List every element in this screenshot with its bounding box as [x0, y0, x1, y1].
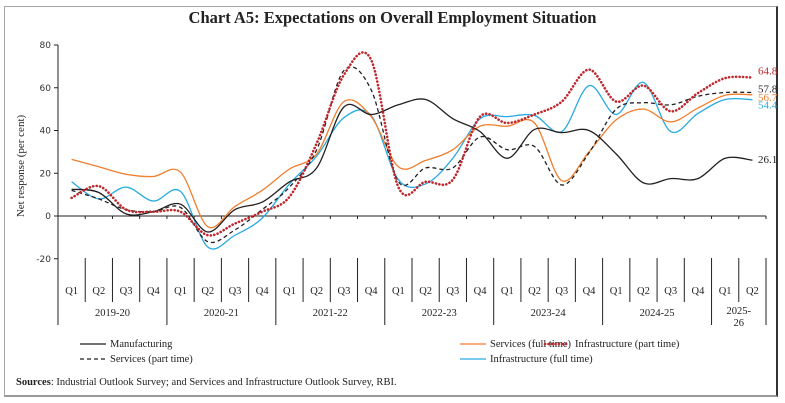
y-tick-label: 80: [40, 41, 52, 51]
year-label: 2020-21: [204, 308, 239, 319]
end-value-label: 56.7: [758, 92, 778, 104]
legend-item: Services (full time): [460, 339, 572, 350]
year-label: 2024-25: [640, 308, 675, 319]
quarter-label: Q1: [174, 286, 187, 297]
quarter-label: Q4: [256, 286, 270, 297]
x-categories: Q1 Q2 Q3 Q4 Q1 Q2 Q3 Q4 Q1 Q2 Q3 Q4 Q1 Q2 Q3 Q4 Q1 Q2 Q3 Q4…: [65, 258, 767, 329]
legend-item: Infrastructure (part time): [543, 339, 680, 350]
year-label: 2025-: [727, 306, 752, 317]
legend-item: Services (part time): [80, 354, 193, 365]
quarter-label: Q3: [555, 286, 568, 297]
series-line-infrastructure-full-time: [71, 81, 753, 250]
quarter-label: Q3: [229, 286, 242, 297]
quarter-label: Q1: [610, 286, 623, 297]
quarter-label: Q4: [583, 286, 597, 297]
end-value-label: 64.8: [758, 65, 778, 77]
y-tick-label: 40: [40, 127, 52, 137]
quarter-label: Q1: [392, 286, 405, 297]
quarter-label: Q2: [92, 286, 105, 297]
quarter-label: Q4: [692, 286, 706, 297]
year-label: 2021-22: [313, 308, 348, 319]
series-line-manufacturing: [71, 98, 753, 233]
y-tick-label: 20: [40, 169, 52, 179]
end-value-label: 54.4: [758, 100, 778, 112]
series-line-services-part-time: [71, 66, 753, 244]
quarter-label: Q2: [201, 286, 214, 297]
quarter-label: Q4: [365, 286, 379, 297]
chart-title: Chart A5: Expectations on Overall Employ…: [188, 8, 597, 27]
legend-label: Infrastructure (part time): [575, 339, 680, 350]
legend-item: Infrastructure (full time): [460, 354, 593, 365]
sources-label: Sources: [16, 377, 51, 388]
series-line-services-full-time: [71, 93, 753, 229]
legend-label: Services (part time): [110, 354, 193, 365]
quarter-label: Q1: [283, 286, 296, 297]
end-value-label: 26.1: [758, 154, 777, 166]
y-ticks: 80 60 40 20 0 -20: [36, 41, 58, 265]
quarter-label: Q2: [419, 286, 432, 297]
quarter-label: Q2: [746, 286, 759, 297]
quarter-label: Q2: [528, 286, 541, 297]
end-labels: 26.1 56.7 64.8 57.8 54.4: [758, 65, 778, 166]
legend-label: Infrastructure (full time): [490, 354, 593, 365]
quarter-label: Q1: [501, 286, 514, 297]
series-lines: [70, 51, 754, 250]
quarter-label: Q2: [637, 286, 650, 297]
y-tick-label: -20: [36, 255, 51, 265]
legend-item: Manufacturing: [80, 339, 173, 350]
y-axis-label: Net response (per cent): [15, 115, 27, 218]
series-line-infrastructure-part-time: [70, 51, 754, 237]
quarter-label: Q1: [719, 286, 732, 297]
quarter-label: Q4: [147, 286, 161, 297]
year-label: 2022-23: [422, 308, 457, 319]
year-label: 26: [734, 318, 745, 329]
quarter-label: Q3: [664, 286, 677, 297]
quarter-label: Q4: [474, 286, 488, 297]
end-value-label: 57.8: [758, 83, 778, 95]
y-tick-label: 0: [45, 212, 51, 222]
quarter-label: Q3: [120, 286, 133, 297]
chart-frame: [4, 6, 778, 397]
sources-text: : Industrial Outlook Survey; and Service…: [50, 377, 397, 388]
legend-label: Services (full time): [490, 339, 572, 350]
quarter-label: Q2: [310, 286, 323, 297]
quarter-label: Q3: [338, 286, 351, 297]
year-label: 2023-24: [531, 308, 567, 319]
legend: Manufacturing Services (full time) Infrast…: [80, 339, 680, 365]
sources-note: Sources: Industrial Outlook Survey; and …: [16, 377, 397, 388]
quarter-label: Q3: [446, 286, 459, 297]
year-label: 2019-20: [95, 308, 130, 319]
legend-label: Manufacturing: [110, 339, 173, 350]
quarter-label: Q1: [65, 286, 78, 297]
y-tick-label: 60: [40, 84, 52, 94]
